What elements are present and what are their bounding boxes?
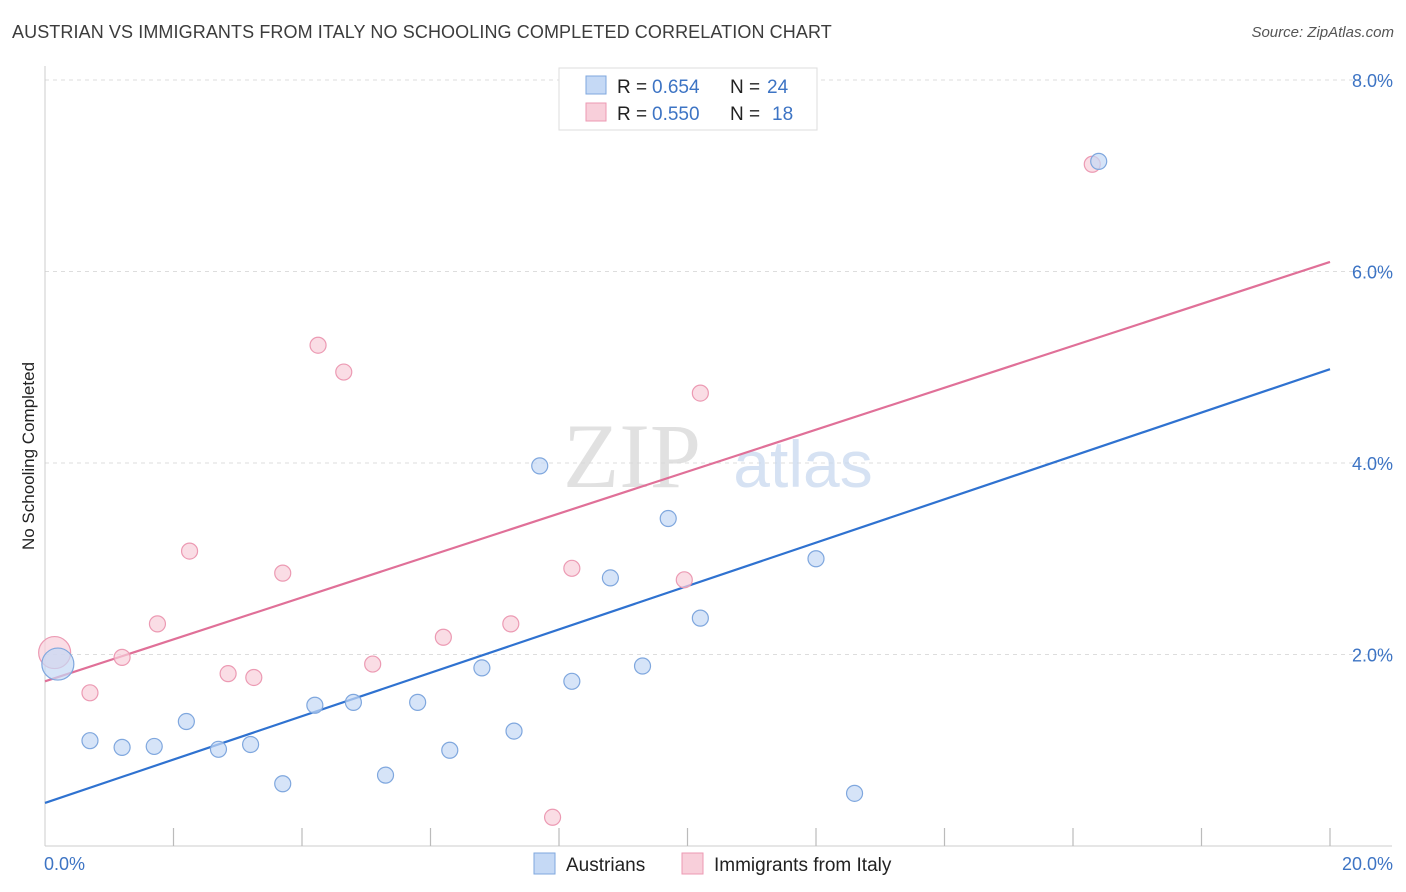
- legend-n-value-2: 18: [772, 104, 793, 125]
- pink-point-4: [180, 542, 199, 560]
- bottom-legend-swatch-austrians: [533, 852, 556, 875]
- x-tick-labels: 0.0% 20.0%: [44, 854, 1393, 874]
- gridlines: [45, 79, 1392, 655]
- bottom-legend: Austrians Immigrants from Italy: [533, 852, 892, 876]
- blue-point-1: [81, 732, 99, 750]
- source-credit: Source: ZipAtlas.com: [1251, 24, 1394, 41]
- pink-point-12: [502, 615, 520, 633]
- blue-point-6: [242, 735, 260, 754]
- watermark-atlas: atlas: [733, 427, 872, 501]
- legend-swatch-blue: [585, 75, 607, 95]
- blue-point-18: [633, 657, 652, 675]
- pink-trend-line: [44, 260, 1331, 683]
- blue-point-22: [845, 784, 864, 802]
- blue-point-15: [531, 457, 549, 475]
- legend-box: R = 0.654 N = 24 R = 0.550 N = 18: [558, 67, 818, 131]
- blue-point-2: [113, 738, 131, 756]
- pink-point-14: [563, 559, 581, 577]
- pink-point-10: [364, 655, 382, 673]
- pink-point-6: [245, 668, 263, 687]
- pink-point-8: [309, 336, 327, 354]
- blue-point-9: [344, 693, 362, 711]
- blue-point-3: [145, 737, 163, 756]
- axes: [44, 66, 1392, 847]
- blue-point-7: [274, 775, 292, 793]
- pink-point-13: [543, 808, 562, 826]
- blue-point-21: [807, 550, 825, 568]
- blue-point-14: [505, 722, 523, 740]
- chart-title: AUSTRIAN VS IMMIGRANTS FROM ITALY NO SCH…: [12, 22, 832, 42]
- legend-swatch-pink: [585, 102, 607, 122]
- blue-point-12: [441, 741, 459, 759]
- bottom-legend-label-italy: Immigrants from Italy: [714, 855, 892, 876]
- bottom-legend-label-austrians: Austrians: [566, 855, 645, 876]
- legend-r-label-1: R =: [617, 77, 647, 98]
- legend-n-label-1: N =: [730, 77, 760, 98]
- pink-point-16: [691, 384, 709, 402]
- legend-r-value-2: 0.550: [652, 104, 700, 125]
- legend-r-value-1: 0.654: [652, 77, 700, 98]
- blue-point-23: [1090, 152, 1108, 170]
- bottom-legend-swatch-italy: [681, 852, 704, 875]
- blue-point-11: [409, 693, 427, 711]
- y-tick-labels: 2.0% 4.0% 6.0% 8.0%: [1352, 71, 1393, 666]
- legend-n-label-2: N =: [730, 104, 760, 125]
- pink-point-11: [434, 628, 452, 646]
- data-points: [38, 152, 1108, 826]
- pink-point-3: [148, 615, 167, 633]
- y-axis-label: No Schooling Completed: [19, 362, 38, 550]
- y-tick-label-3: 8.0%: [1352, 71, 1393, 91]
- blue-point-0: [41, 647, 75, 681]
- legend-n-value-1: 24: [767, 77, 789, 98]
- pink-point-2: [113, 648, 131, 666]
- legend-r-label-2: R =: [617, 104, 647, 125]
- pink-point-5: [219, 665, 237, 683]
- pink-point-7: [274, 564, 292, 582]
- blue-point-20: [691, 609, 709, 627]
- blue-point-17: [601, 569, 620, 587]
- trend-lines: [44, 260, 1331, 804]
- pink-point-1: [81, 684, 99, 702]
- y-tick-label-2: 6.0%: [1352, 263, 1393, 283]
- x-tick-label-0: 0.0%: [44, 854, 85, 874]
- y-tick-label-0: 2.0%: [1352, 646, 1393, 666]
- blue-point-13: [473, 659, 491, 677]
- pink-point-9: [335, 363, 353, 381]
- y-tick-label-1: 4.0%: [1352, 454, 1393, 474]
- blue-point-19: [659, 509, 677, 528]
- pink-point-15: [675, 571, 693, 589]
- blue-point-5: [209, 740, 228, 758]
- blue-point-16: [563, 672, 581, 690]
- blue-point-8: [306, 696, 324, 714]
- x-tick-label-1: 20.0%: [1342, 854, 1393, 874]
- watermark-zip: ZIP: [563, 405, 701, 507]
- blue-point-4: [177, 712, 195, 731]
- blue-point-10: [376, 766, 395, 784]
